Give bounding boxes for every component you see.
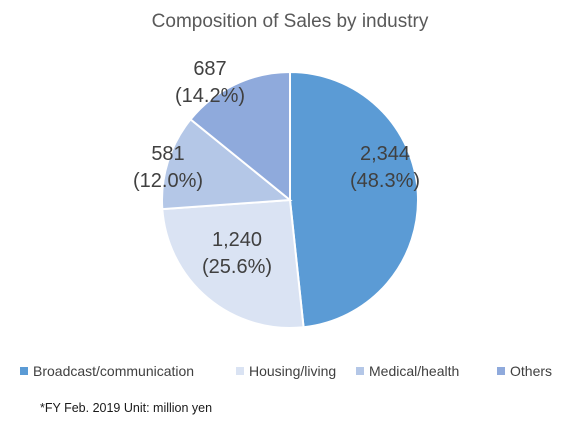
legend-swatch-housing-living [236, 367, 244, 375]
legend-swatch-others [497, 367, 505, 375]
slice-broadcast-communication [289, 70, 419, 329]
legend-swatch-medical-health [356, 367, 364, 375]
legend-swatch-broadcast-communication [20, 367, 28, 375]
pie-slices [161, 70, 419, 329]
slice-housing-living [161, 198, 305, 329]
legend-label-medical-health: Medical/health [369, 363, 459, 379]
legend: Broadcast/communication Housing/living Med… [20, 363, 552, 379]
legend-label-housing-living: Housing/living [249, 363, 336, 379]
slice-others [189, 70, 291, 203]
footnote: *FY Feb. 2019 Unit: million yen [40, 401, 212, 415]
value-label-medical-health: 581 [151, 143, 184, 165]
value-label-housing-living: 1,240 [212, 229, 262, 251]
chart-title: Composition of Sales by industry [152, 11, 429, 32]
slice-medical-health [161, 117, 293, 211]
slice-labels: 2,344 (48.3%) 1,240 (25.6%) 581 (12.0%) 687 (14… [133, 58, 420, 278]
value-label-broadcast-communication: 2,344 [360, 143, 410, 165]
percent-label-housing-living: (25.6%) [202, 256, 272, 278]
percent-label-broadcast-communication: (48.3%) [350, 170, 420, 192]
percent-label-others: (14.2%) [175, 85, 245, 107]
legend-label-broadcast-communication: Broadcast/communication [33, 363, 194, 379]
legend-label-others: Others [510, 363, 552, 379]
percent-label-medical-health: (12.0%) [133, 170, 203, 192]
value-label-others: 687 [193, 58, 226, 80]
